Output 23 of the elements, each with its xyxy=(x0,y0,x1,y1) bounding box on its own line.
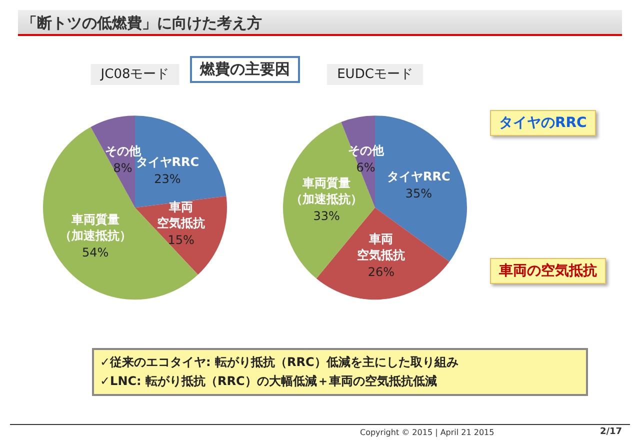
slice-label: 車両質量（加速抵抗） xyxy=(59,212,132,242)
text: 車両の空気抵抗 xyxy=(490,258,606,284)
data-label: 54% xyxy=(82,245,109,260)
data-label: 33% xyxy=(313,208,340,223)
slice-label: 車両空気抵抗 xyxy=(357,232,406,262)
chart-title: JC08モード xyxy=(100,67,170,82)
text: Copyright © 2015 | April 21 2015 xyxy=(360,428,494,437)
data-label: 15% xyxy=(168,233,194,248)
data-label: 8% xyxy=(113,161,132,176)
text: 「断トツの低燃費」に向けた考え方 xyxy=(18,10,622,36)
text: 2/17 xyxy=(600,427,622,437)
slice-label: その他 xyxy=(104,144,142,158)
data-label: 23% xyxy=(154,172,181,186)
text: タイヤのRRC xyxy=(490,110,596,136)
slice-label: タイヤRRC xyxy=(387,169,450,184)
text: 燃費の主要因 xyxy=(190,56,300,83)
chart-title: EUDCモード xyxy=(337,67,413,82)
slice-label: 車両質量（加速抵抗） xyxy=(290,176,363,206)
text: ✓従来のエコタイヤ: 転がり抵抗（RRC）低減を主にした取り組み xyxy=(100,354,460,371)
data-label: 35% xyxy=(405,186,432,200)
data-label: 26% xyxy=(368,265,394,280)
text: ✓LNC: 転がり抵抗（RRC）の大幅低減＋車両の空気抵抗低減 xyxy=(100,373,438,390)
slice-label: 車両空気抵抗 xyxy=(157,200,206,230)
